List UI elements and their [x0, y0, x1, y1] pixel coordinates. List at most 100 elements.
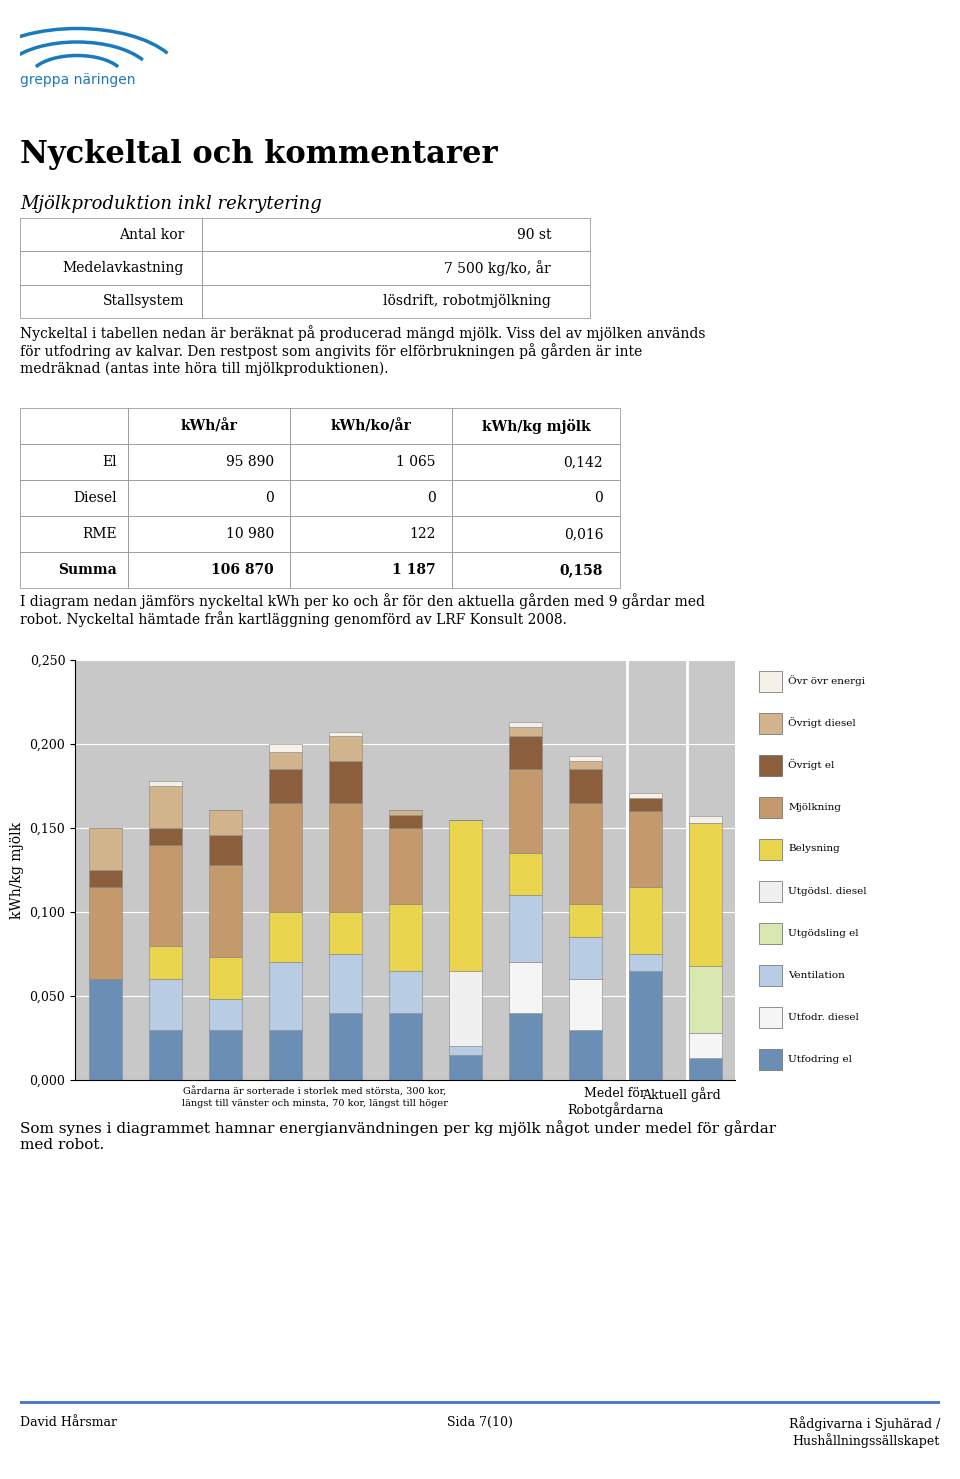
- Bar: [759, 1049, 782, 1069]
- Bar: [328, 760, 362, 803]
- Bar: [328, 954, 362, 1013]
- Bar: [629, 810, 661, 887]
- Bar: [328, 803, 362, 913]
- Bar: [688, 1032, 722, 1057]
- Bar: [509, 722, 541, 728]
- Bar: [149, 979, 181, 1029]
- Bar: [688, 966, 722, 1032]
- Bar: [629, 954, 661, 970]
- Bar: [509, 895, 541, 963]
- Text: Belysning: Belysning: [788, 845, 840, 853]
- Text: I diagram nedan jämförs nyckeltal kWh per ko och år för den aktuella gården med : I diagram nedan jämförs nyckeltal kWh pe…: [20, 593, 705, 627]
- Bar: [568, 760, 602, 769]
- Text: Utfodr. diesel: Utfodr. diesel: [788, 1013, 859, 1022]
- Bar: [688, 816, 722, 822]
- Bar: [759, 754, 782, 775]
- Bar: [509, 735, 541, 769]
- Bar: [629, 970, 661, 1080]
- Bar: [759, 670, 782, 692]
- Text: Som synes i diagrammet hamnar energianvändningen per kg mjölk något under medel : Som synes i diagrammet hamnar energianvä…: [20, 1120, 776, 1152]
- Bar: [88, 828, 122, 870]
- Text: Ventilation: Ventilation: [788, 970, 845, 979]
- Bar: [759, 964, 782, 985]
- Bar: [509, 728, 541, 735]
- Text: Medel för
Robotgårdarna: Medel för Robotgårdarna: [566, 1087, 663, 1117]
- Bar: [208, 834, 242, 865]
- Text: Övrigt diesel: Övrigt diesel: [788, 717, 856, 729]
- Bar: [688, 1057, 722, 1080]
- Bar: [149, 845, 181, 945]
- Bar: [759, 839, 782, 859]
- Bar: [568, 904, 602, 938]
- Bar: [149, 785, 181, 828]
- Bar: [568, 1029, 602, 1080]
- Bar: [509, 769, 541, 853]
- Bar: [389, 815, 421, 828]
- Bar: [269, 769, 301, 803]
- Text: Utgödsling el: Utgödsling el: [788, 929, 859, 938]
- Bar: [328, 735, 362, 760]
- Bar: [759, 923, 782, 944]
- Text: Nyckeltal och kommentarer: Nyckeltal och kommentarer: [20, 139, 497, 170]
- Bar: [448, 1055, 482, 1080]
- Text: David Hårsmar: David Hårsmar: [20, 1415, 117, 1429]
- Bar: [208, 865, 242, 957]
- Y-axis label: kWh/kg mjölk: kWh/kg mjölk: [10, 821, 24, 918]
- Bar: [448, 970, 482, 1047]
- Bar: [269, 753, 301, 769]
- Bar: [208, 809, 242, 834]
- Bar: [759, 797, 782, 818]
- Text: Utgödsl. diesel: Utgödsl. diesel: [788, 886, 867, 895]
- Bar: [149, 781, 181, 785]
- Bar: [269, 1029, 301, 1080]
- Bar: [269, 803, 301, 913]
- Bar: [328, 732, 362, 735]
- Bar: [509, 963, 541, 1013]
- Bar: [389, 1013, 421, 1080]
- Bar: [759, 713, 782, 734]
- Bar: [509, 1013, 541, 1080]
- Text: Mjölkproduktion inkl rekrytering: Mjölkproduktion inkl rekrytering: [20, 195, 322, 213]
- Bar: [688, 822, 722, 966]
- Bar: [328, 913, 362, 954]
- Bar: [328, 1013, 362, 1080]
- Bar: [389, 970, 421, 1013]
- Bar: [88, 870, 122, 887]
- Bar: [759, 880, 782, 902]
- Text: greppa näringen: greppa näringen: [20, 72, 135, 87]
- Text: Nyckeltal i tabellen nedan är beräknat på producerad mängd mjölk. Viss del av mj: Nyckeltal i tabellen nedan är beräknat p…: [20, 325, 706, 376]
- Bar: [149, 828, 181, 845]
- Bar: [568, 769, 602, 803]
- Bar: [389, 904, 421, 970]
- Bar: [88, 887, 122, 979]
- Bar: [759, 1007, 782, 1028]
- Bar: [568, 803, 602, 904]
- Bar: [448, 1047, 482, 1055]
- Bar: [88, 979, 122, 1080]
- Bar: [389, 809, 421, 815]
- Bar: [629, 793, 661, 797]
- Bar: [568, 756, 602, 760]
- Bar: [629, 887, 661, 954]
- Text: Övr övr energi: Övr övr energi: [788, 676, 865, 686]
- Bar: [208, 1029, 242, 1080]
- Bar: [568, 979, 602, 1029]
- Bar: [629, 797, 661, 810]
- Text: Rådgivarna i Sjuhärad /
Hushållningssällskapet: Rådgivarna i Sjuhärad / Hushållningssäll…: [788, 1415, 940, 1448]
- Bar: [509, 853, 541, 895]
- Bar: [149, 945, 181, 979]
- Bar: [149, 1029, 181, 1080]
- Text: Utfodring el: Utfodring el: [788, 1055, 852, 1063]
- Bar: [448, 819, 482, 970]
- Bar: [568, 938, 602, 979]
- Bar: [269, 963, 301, 1029]
- Bar: [269, 913, 301, 963]
- Bar: [389, 828, 421, 904]
- Bar: [208, 1000, 242, 1029]
- Text: Gårdarna är sorterade i storlek med största, 300 kor,
längst till vänster och mi: Gårdarna är sorterade i storlek med stör…: [182, 1087, 448, 1108]
- Bar: [269, 744, 301, 753]
- Text: Sida 7(10): Sida 7(10): [447, 1415, 513, 1429]
- Text: Övrigt el: Övrigt el: [788, 760, 834, 771]
- Text: Aktuell gård: Aktuell gård: [641, 1087, 720, 1102]
- Bar: [208, 957, 242, 1000]
